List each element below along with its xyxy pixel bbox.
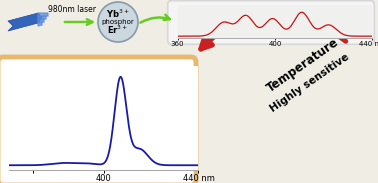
Polygon shape (8, 13, 42, 31)
Text: 980nm laser: 980nm laser (48, 5, 96, 14)
FancyBboxPatch shape (168, 1, 374, 44)
Polygon shape (38, 19, 44, 23)
FancyBboxPatch shape (168, 1, 374, 44)
Text: Temperature: Temperature (265, 35, 341, 95)
Polygon shape (38, 16, 46, 20)
Text: Highly sensitive: Highly sensitive (269, 52, 352, 114)
Polygon shape (38, 13, 48, 17)
FancyBboxPatch shape (168, 1, 374, 44)
Circle shape (98, 2, 138, 42)
Text: Er$^{3+}$: Er$^{3+}$ (107, 24, 129, 36)
FancyBboxPatch shape (0, 57, 196, 183)
Text: phosphor: phosphor (102, 19, 134, 25)
Polygon shape (38, 22, 42, 26)
Text: Yb$^{3+}$: Yb$^{3+}$ (106, 8, 130, 20)
